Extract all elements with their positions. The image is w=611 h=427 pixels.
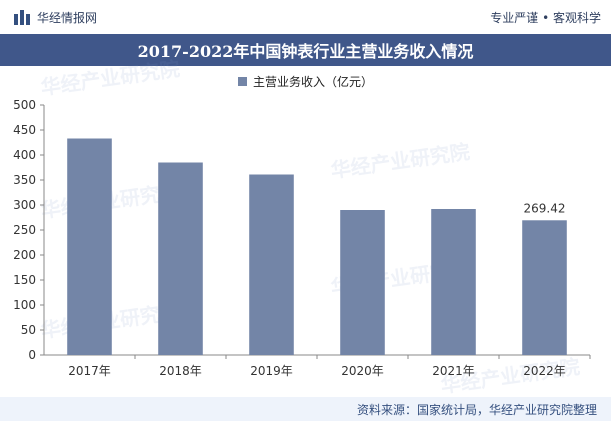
source-text: 资料来源：国家统计局，华经产业研究院整理 <box>356 402 597 417</box>
x-tick-label: 2020年 <box>341 364 384 378</box>
y-tick-label: 250 <box>13 223 36 237</box>
logo-icon <box>14 9 30 25</box>
y-tick-label: 200 <box>13 248 36 262</box>
y-tick-label: 400 <box>13 148 36 162</box>
bar-chart: 0 50 100 150 200 250 300 350 400 450 500 2017年 2018年… <box>13 98 591 378</box>
top-header: 华经情报网 专业严谨 • 客观科学 <box>0 0 611 34</box>
chart-title: 2017-2022年中国钟表行业主营业务收入情况 <box>137 42 474 61</box>
y-tick-label: 100 <box>13 298 36 312</box>
chart-legend: 主营业务收入（亿元） <box>0 73 611 90</box>
x-tick-label: 2022年 <box>523 364 566 378</box>
x-tick-label: 2019年 <box>250 364 293 378</box>
y-tick-label: 450 <box>13 123 36 137</box>
brand-name: 华经情报网 <box>37 10 98 25</box>
bar <box>249 174 294 355</box>
x-tick-label: 2021年 <box>432 364 475 378</box>
brand: 华经情报网 <box>14 9 97 26</box>
bar <box>158 162 203 355</box>
bar <box>67 138 112 355</box>
source-footer: 资料来源：国家统计局，华经产业研究院整理 <box>0 397 611 421</box>
data-label: 269.42 <box>524 201 566 215</box>
tagline: 专业严谨 • 客观科学 <box>490 10 601 25</box>
bar <box>340 210 385 355</box>
bar <box>431 209 476 355</box>
title-bar: 2017-2022年中国钟表行业主营业务收入情况 <box>0 34 611 66</box>
legend-label: 主营业务收入（亿元） <box>252 75 373 89</box>
y-tick-label: 0 <box>28 348 36 362</box>
bottom-strip <box>0 421 611 427</box>
y-tick-label: 150 <box>13 273 36 287</box>
bar <box>522 220 567 355</box>
y-tick-label: 500 <box>13 98 36 112</box>
x-tick-label: 2017年 <box>68 364 111 378</box>
y-tick-label: 300 <box>13 198 36 212</box>
x-tick-label: 2018年 <box>159 364 202 378</box>
y-tick-label: 350 <box>13 173 36 187</box>
y-tick-label: 50 <box>21 323 36 337</box>
legend-swatch <box>237 77 247 86</box>
